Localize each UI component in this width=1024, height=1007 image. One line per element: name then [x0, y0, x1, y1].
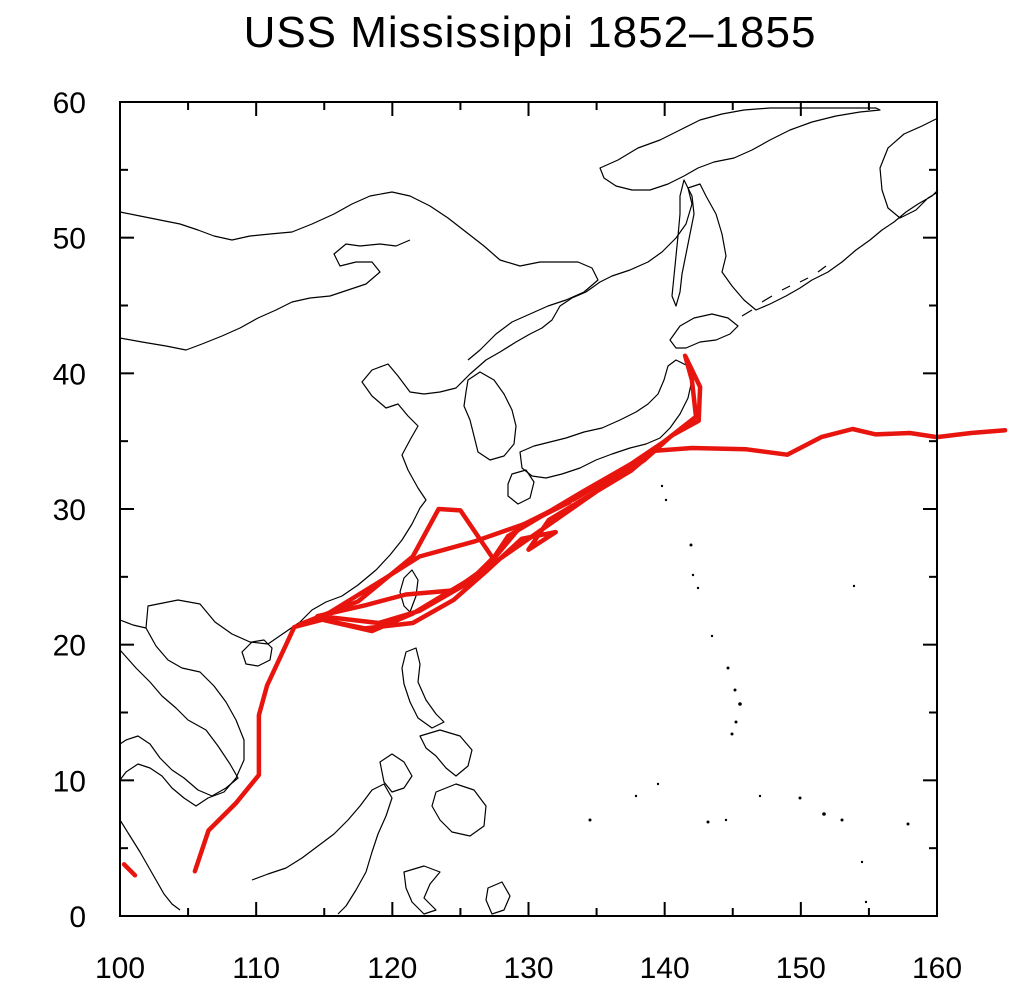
coastline-mindanao: [431, 783, 487, 837]
x-tick-label: 100: [95, 952, 145, 985]
y-tick-label: 0: [69, 901, 86, 934]
coastline-hainan: [241, 639, 273, 667]
x-tick-label: 130: [503, 952, 553, 985]
x-tick-label: 140: [640, 952, 690, 985]
y-tick-label: 60: [53, 87, 86, 120]
coastline-visayas: [379, 729, 473, 793]
coastline-sulawesi: [403, 865, 511, 915]
y-tick-label: 40: [53, 358, 86, 391]
y-tick-label: 20: [53, 630, 86, 663]
coastline-okhotsk: [599, 107, 881, 191]
axis-ticks: [119, 101, 938, 917]
coastline-asia-mainland: [119, 117, 939, 645]
x-axis-tick-labels: 100 110 120 130 140 150 160: [95, 952, 962, 985]
coastline-luzon: [401, 647, 445, 729]
coastline-indochina: [119, 627, 245, 911]
coastline-borneo: [251, 783, 393, 915]
y-axis-tick-labels: 0 10 20 30 40 50 60: [53, 87, 86, 934]
coastline-hokkaido: [669, 313, 739, 349]
ship-route-layer: [121, 353, 1008, 878]
route-segment-1: [121, 862, 138, 878]
coastline-sakhalin: [671, 179, 695, 307]
route-segment-3: [297, 506, 497, 627]
route-segment-5: [315, 438, 667, 619]
map-title: USS Mississippi 1852–1855: [243, 8, 817, 57]
coastline-kurils: [741, 265, 827, 317]
route-segment-2: [192, 353, 1008, 874]
border-russia-china: [119, 191, 599, 361]
x-tick-label: 160: [912, 952, 962, 985]
border-mongolia: [119, 239, 411, 351]
x-tick-label: 150: [776, 952, 826, 985]
coastline-korea: [463, 371, 517, 461]
island-dots-layer: [588, 484, 910, 904]
coastline-honshu: [519, 359, 693, 479]
border-indochina: [119, 649, 239, 797]
coastline-kyushu: [507, 469, 535, 505]
x-tick-label: 120: [367, 952, 417, 985]
y-tick-label: 50: [53, 223, 86, 256]
y-tick-label: 10: [53, 765, 86, 798]
x-tick-label: 110: [232, 952, 280, 985]
y-tick-label: 30: [53, 494, 86, 527]
coastline-taiwan: [399, 569, 419, 613]
